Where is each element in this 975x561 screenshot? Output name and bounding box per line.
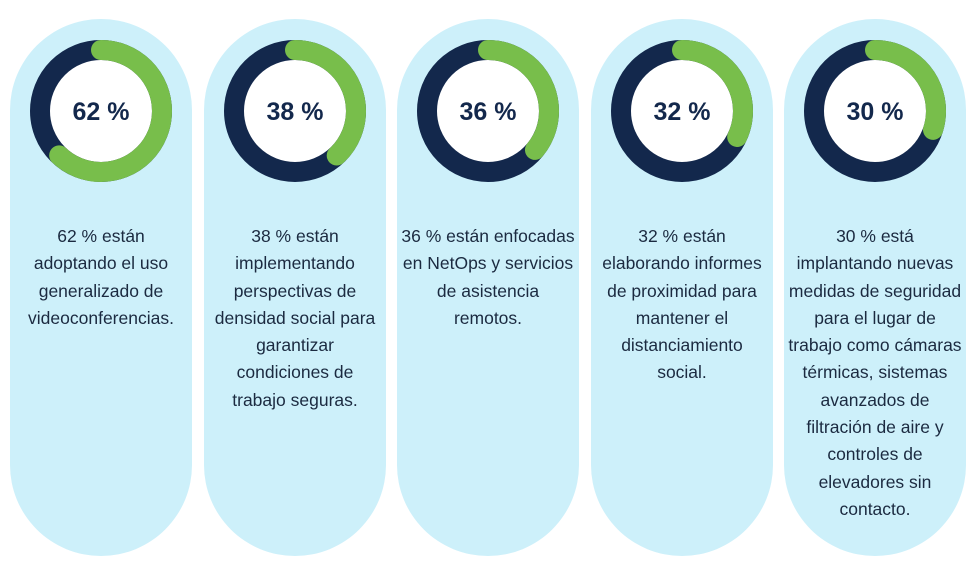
donut-chart: 38 % xyxy=(224,40,366,182)
donut-value-arc xyxy=(224,40,366,182)
stat-description: 32 % están elaborando informes de proxim… xyxy=(602,226,762,383)
donut-chart: 32 % xyxy=(611,40,753,182)
donut-chart: 30 % xyxy=(804,40,946,182)
donut-chart: 36 % xyxy=(417,40,559,182)
stat-description: 38 % están implementando perspectivas de… xyxy=(214,226,376,410)
stat-card: 62 % 62 % están adoptando el uso generali… xyxy=(10,19,192,556)
donut-percent-label: 38 % xyxy=(267,98,324,126)
donut-percent-label: 62 % xyxy=(73,98,130,126)
stat-description: 62 % están adoptando el uso generalizado… xyxy=(28,226,174,328)
donut-value-arc xyxy=(804,40,946,182)
donut-percent-label: 36 % xyxy=(460,98,517,126)
donut-percent-label: 30 % xyxy=(847,98,904,126)
stat-description: 36 % están enfocadas en NetOps y servici… xyxy=(401,226,575,328)
stat-card: 30 % 30 % está implantando nuevas medidas… xyxy=(784,19,966,556)
donut-chart: 62 % xyxy=(30,40,172,182)
donut-value-arc xyxy=(611,40,753,182)
donut-value-arc xyxy=(417,40,559,182)
stat-card: 38 % 38 % están implementando perspectiva… xyxy=(204,19,386,556)
stat-card: 32 % 32 % están elaborando informes de pr… xyxy=(591,19,773,556)
stat-description: 30 % está implantando nuevas medidas de … xyxy=(788,226,962,519)
donut-percent-label: 32 % xyxy=(654,98,711,126)
stat-card: 36 % 36 % están enfocadas en NetOps y ser… xyxy=(397,19,579,556)
donut-value-arc xyxy=(30,40,172,182)
